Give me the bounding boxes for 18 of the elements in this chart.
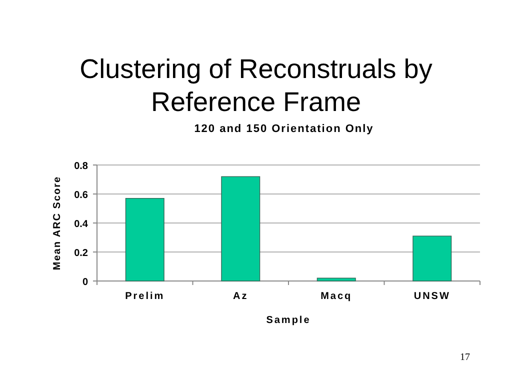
bar	[316, 278, 356, 282]
text: 17	[460, 352, 470, 363]
chart-subtitle: 120 and 150 Orientation Only	[194, 123, 374, 135]
bar	[221, 176, 260, 282]
y-axis-title: Mean ARC Score	[52, 176, 63, 270]
y-tick-label: 0.4	[74, 219, 88, 230]
bar	[125, 198, 164, 282]
y-tick-label: 0.2	[74, 248, 88, 259]
y-tick-label: 0	[82, 277, 88, 288]
y-tick-label: 0.8	[74, 161, 88, 172]
x-tick-label: Az	[233, 291, 248, 302]
x-tick-label: UNSW	[414, 291, 450, 302]
x-tick-label: Macq	[320, 291, 352, 302]
y-tick-label: 0.6	[74, 190, 88, 201]
bar	[412, 236, 452, 282]
chart-title: Clustering of Reconstruals by Reference Frame	[80, 54, 433, 117]
x-tick-label: Prelim	[125, 291, 165, 302]
x-axis-title: Sample	[266, 315, 311, 326]
